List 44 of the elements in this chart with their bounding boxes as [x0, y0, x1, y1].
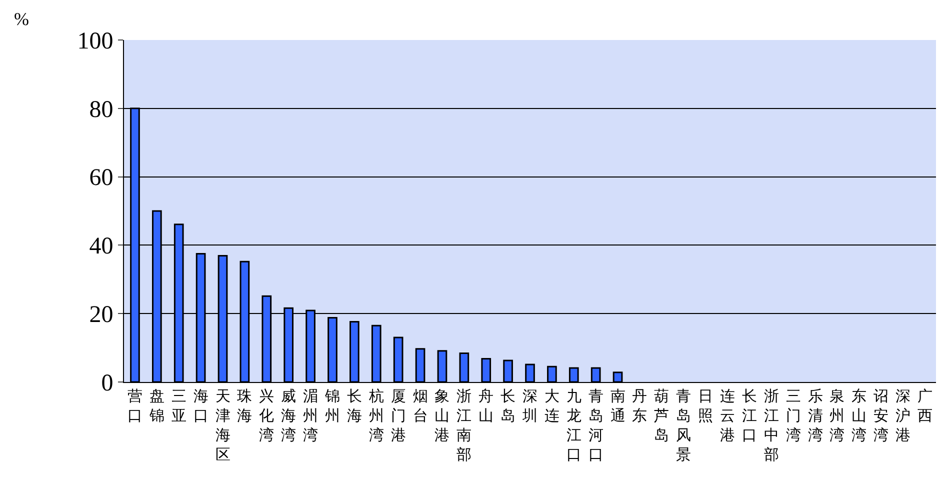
x-tick-label: 营口 [127, 387, 142, 424]
x-tick-label: 诏安湾 [874, 387, 889, 444]
x-tick-label: 湄州湾 [303, 387, 318, 444]
x-tick-label: 九龙江口 [566, 387, 582, 464]
x-tick-label: 日照 [698, 387, 714, 424]
x-tick-label: 深圳 [522, 387, 538, 424]
y-tick-label: 0 [101, 370, 114, 396]
x-tick-label: 长江口 [742, 387, 757, 444]
y-tick-label: 60 [89, 165, 114, 192]
x-tick-label: 锦州 [324, 387, 340, 424]
x-tick-label: 浙江中部 [764, 387, 779, 464]
y-tick-label: 100 [77, 28, 114, 54]
x-tick-label: 青岛河口 [588, 387, 604, 464]
x-tick-label: 天津海区 [215, 387, 230, 464]
y-tick-label: 20 [89, 302, 114, 328]
x-tick-label: 三亚 [171, 387, 186, 424]
x-tick-label: 厦门港 [390, 387, 406, 444]
x-tick-label: 浙江南部 [456, 387, 472, 464]
x-tick-label: 象山港 [434, 387, 450, 444]
x-tick-label: 三门湾 [786, 387, 801, 444]
x-tick-label: 长岛 [500, 387, 516, 424]
x-tick-label: 烟台 [412, 387, 428, 424]
y-tick-label: 80 [89, 96, 114, 123]
x-tick-label: 威海湾 [281, 387, 296, 444]
x-tick-label: 东山湾 [852, 387, 867, 444]
x-tick-label: 珠海 [237, 387, 252, 424]
x-tick-label: 丹东 [632, 387, 648, 424]
x-tick-label: 海口 [193, 387, 208, 424]
x-tick-label: 葫芦岛 [654, 387, 670, 444]
x-tick-label: 盘锦 [148, 387, 164, 424]
x-tick-label: 杭州湾 [368, 387, 384, 444]
x-tick-label: 长海 [346, 387, 362, 424]
x-tick-label: 乐清湾 [808, 387, 823, 444]
x-tick-label: 泉州湾 [830, 387, 845, 444]
x-tick-label: 南通 [610, 387, 626, 424]
y-axis-title: % [14, 9, 29, 29]
x-tick-label: 广西 [918, 387, 933, 424]
x-tick-label: 青岛风景 [676, 387, 692, 464]
x-tick-label: 深沪港 [896, 387, 911, 444]
x-tick-label: 大连 [544, 387, 560, 424]
x-tick-label: 连云港 [720, 387, 736, 444]
x-tick-label: 兴化湾 [259, 387, 274, 444]
x-tick-label: 舟山 [478, 387, 494, 424]
y-tick-label: 40 [89, 234, 114, 260]
